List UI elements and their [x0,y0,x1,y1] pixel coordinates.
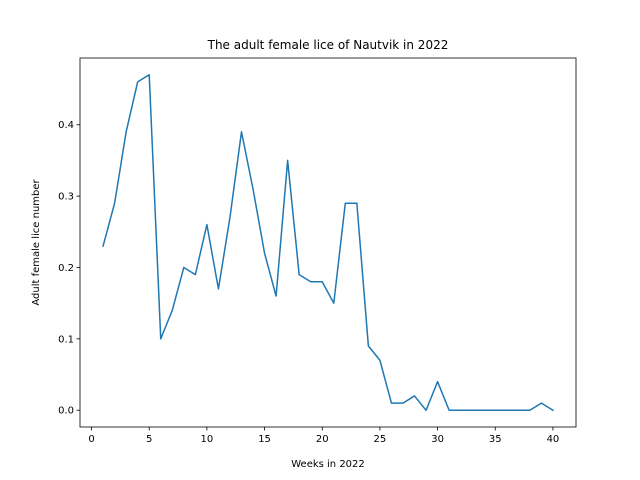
data-point [275,295,277,297]
data-point [102,245,104,247]
data-point [391,402,393,404]
data-point [529,409,531,411]
data-point [310,281,312,283]
data-point [114,202,116,204]
data-point [125,131,127,133]
data-point [183,267,185,269]
y-axis-label: Adult female lice number [31,178,42,305]
data-point [345,202,347,204]
data-point [160,338,162,340]
y-tick-label: 0.0 [58,406,74,417]
x-axis-label: Weeks in 2022 [291,459,365,470]
data-point [137,81,139,83]
data-point [460,409,462,411]
x-axis: 0 5 10 15 20 25 30 35 40 [88,427,559,445]
data-point [218,288,220,290]
plot-frame [79,57,577,428]
data-point [402,402,404,404]
data-point [448,409,450,411]
data-point [437,381,439,383]
x-tick-label: 5 [146,434,152,445]
y-tick-label: 0.3 [58,192,74,203]
data-point [414,395,416,397]
data-point [229,217,231,219]
data-point [471,409,473,411]
x-tick-label: 20 [316,434,329,445]
y-tick-label: 0.4 [58,120,74,131]
data-point [379,359,381,361]
data-point [195,274,197,276]
x-tick-label: 30 [431,434,444,445]
y-axis: 0.0 0.1 0.2 0.3 0.4 [58,120,80,417]
data-point [148,74,150,76]
y-tick-label: 0.2 [58,263,74,274]
series-line [102,74,554,412]
data-point [241,131,243,133]
y-tick-label: 0.1 [58,334,74,345]
data-point [541,402,543,404]
data-point [171,310,173,312]
x-tick-label: 0 [88,434,94,445]
data-point [321,281,323,283]
data-point [425,409,427,411]
data-point [494,409,496,411]
data-point [518,409,520,411]
x-tick-label: 40 [547,434,560,445]
data-point [333,302,335,304]
x-tick-label: 10 [201,434,214,445]
plot-series [102,74,554,412]
data-point [298,274,300,276]
data-point [368,345,370,347]
chart-title: The adult female lice of Nautvik in 2022 [207,38,449,52]
data-point [206,224,208,226]
x-tick-label: 25 [374,434,387,445]
data-point [287,160,289,162]
data-point [264,252,266,254]
data-point [252,188,254,190]
x-tick-label: 35 [489,434,502,445]
data-point [506,409,508,411]
data-point [356,202,358,204]
data-point [552,409,554,411]
x-tick-label: 15 [258,434,271,445]
data-point [483,409,485,411]
